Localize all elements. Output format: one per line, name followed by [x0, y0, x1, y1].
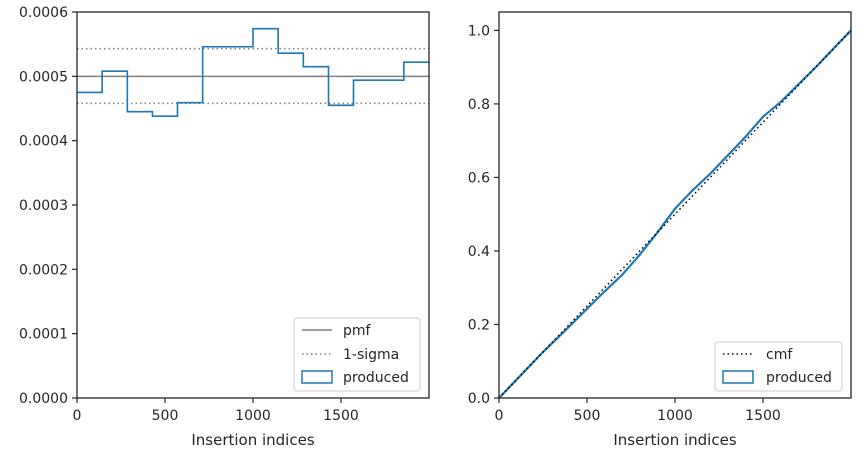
legend-box	[293, 317, 421, 392]
y-tick-label: 0.0005	[19, 69, 68, 85]
y-tick-label: 0.4	[468, 244, 490, 260]
x-tick-label: 1000	[235, 408, 271, 424]
x-tick-label: 1000	[657, 408, 693, 424]
legend-produced-label: produced	[766, 370, 832, 386]
produced-histogram	[77, 27, 429, 118]
x-tick-label: 0	[73, 408, 82, 424]
y-tick-label: 0.2	[468, 317, 490, 333]
x-tick-label: 500	[574, 408, 601, 424]
plot-frame	[498, 11, 852, 399]
y-tick-label: 1.0	[468, 23, 490, 39]
y-tick-label: 0.8	[468, 97, 490, 113]
legend-sigma-label: 1-sigma	[343, 347, 399, 363]
legend-produced-swatch	[301, 370, 333, 384]
legend-produced-label: produced	[343, 370, 409, 386]
y-tick-label: 0.0001	[19, 327, 68, 343]
legend: cmf produced	[714, 341, 843, 392]
produced-curve	[498, 29, 852, 399]
y-tick-label: 0.0000	[19, 391, 68, 407]
y-tick-label: 0.0006	[19, 5, 68, 21]
x-tick-label: 1500	[745, 408, 781, 424]
y-tick-label: 0.0	[468, 391, 490, 407]
x-tick-label: 500	[152, 408, 179, 424]
legend-produced-swatch	[722, 370, 754, 384]
cmf-line	[498, 29, 852, 399]
x-tick-label: 1500	[323, 408, 359, 424]
x-axis-label: Insertion indices	[191, 431, 314, 449]
y-tick-label: 0.6	[468, 170, 490, 186]
x-tick-label: 0	[495, 408, 504, 424]
x-axis-label: Insertion indices	[613, 431, 736, 449]
legend-cmf-label: cmf	[766, 347, 793, 363]
legend: pmf 1-sigma produced	[293, 317, 421, 392]
y-tick-label: 0.0003	[19, 198, 68, 214]
legend-pmf-label: pmf	[343, 323, 372, 339]
y-tick-label: 0.0002	[19, 262, 68, 278]
pmf-histogram-panel: 0 500 1000 1500 0.0000 0.0001 0.0002 0.0003 0.0…	[19, 5, 430, 449]
y-tick-label: 0.0004	[19, 134, 68, 150]
cmf-panel: 0 500 1000 1500 0.0 0.2 0.4 0.6 0.8 1.0 Insertio…	[468, 11, 852, 449]
